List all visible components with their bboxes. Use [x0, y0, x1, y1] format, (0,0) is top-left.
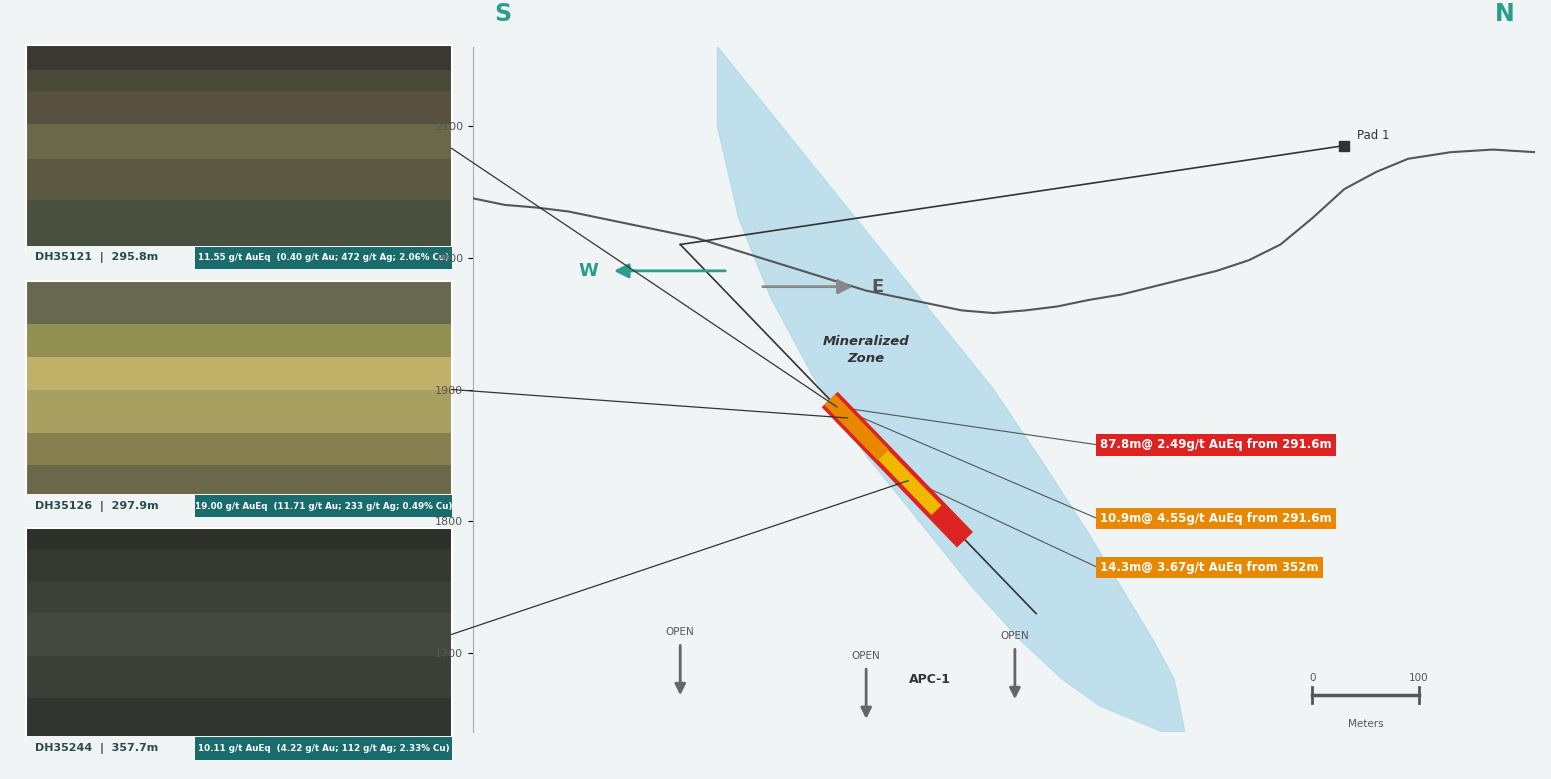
Bar: [26, 581, 451, 613]
Bar: [26, 736, 451, 760]
Text: OPEN: OPEN: [665, 627, 695, 637]
Text: 10.9m@ 4.55g/t AuEq from 291.6m: 10.9m@ 4.55g/t AuEq from 291.6m: [1100, 513, 1331, 525]
Bar: [26, 70, 451, 90]
Text: DH35121  |  295.8m: DH35121 | 295.8m: [36, 252, 158, 263]
Text: OPEN: OPEN: [1000, 631, 1030, 641]
Bar: [26, 528, 451, 741]
Bar: [26, 494, 451, 518]
Text: E: E: [872, 277, 884, 296]
Bar: [26, 45, 451, 251]
Bar: [26, 390, 451, 433]
Text: 14.3m@ 3.67g/t AuEq from 352m: 14.3m@ 3.67g/t AuEq from 352m: [1100, 561, 1318, 574]
FancyBboxPatch shape: [195, 737, 451, 760]
Text: OPEN: OPEN: [851, 651, 881, 661]
Text: 11.55 g/t AuEq  (0.40 g/t Au; 472 g/t Ag; 2.06% Cu): 11.55 g/t AuEq (0.40 g/t Au; 472 g/t Ag;…: [199, 253, 450, 263]
Bar: [26, 549, 451, 581]
Text: S: S: [495, 2, 512, 26]
Text: Mineralized
Zone: Mineralized Zone: [822, 335, 909, 365]
Bar: [26, 199, 451, 251]
Text: 19.00 g/t AuEq  (11.71 g/t Au; 233 g/t Ag; 0.49% Cu): 19.00 g/t AuEq (11.71 g/t Au; 233 g/t Ag…: [195, 502, 453, 511]
Bar: [26, 698, 451, 741]
Text: 100: 100: [1408, 674, 1428, 683]
Bar: [26, 433, 451, 465]
Text: 0: 0: [1309, 674, 1315, 683]
FancyBboxPatch shape: [195, 495, 451, 517]
Text: Pad 1: Pad 1: [1357, 129, 1390, 142]
Text: Meters: Meters: [1348, 719, 1383, 729]
Bar: [26, 465, 451, 498]
Bar: [26, 324, 451, 357]
Text: N: N: [1495, 2, 1514, 26]
Bar: [26, 528, 451, 549]
Bar: [26, 124, 451, 159]
Bar: [26, 281, 451, 498]
Bar: [26, 159, 451, 199]
Bar: [26, 45, 451, 70]
Text: 10.11 g/t AuEq  (4.22 g/t Au; 112 g/t Ag; 2.33% Cu): 10.11 g/t AuEq (4.22 g/t Au; 112 g/t Ag;…: [197, 744, 450, 753]
Text: APC-1: APC-1: [909, 673, 951, 686]
Bar: [26, 281, 451, 324]
Bar: [26, 656, 451, 698]
Text: W: W: [579, 262, 599, 280]
Text: DH35126  |  297.9m: DH35126 | 297.9m: [36, 501, 158, 512]
Bar: [26, 613, 451, 656]
Bar: [26, 90, 451, 124]
Polygon shape: [718, 47, 1185, 732]
FancyBboxPatch shape: [195, 247, 451, 269]
Bar: [26, 246, 451, 270]
Text: DH35244  |  357.7m: DH35244 | 357.7m: [36, 743, 158, 754]
Bar: [26, 357, 451, 390]
Text: 87.8m@ 2.49g/t AuEq from 291.6m: 87.8m@ 2.49g/t AuEq from 291.6m: [1100, 439, 1331, 451]
